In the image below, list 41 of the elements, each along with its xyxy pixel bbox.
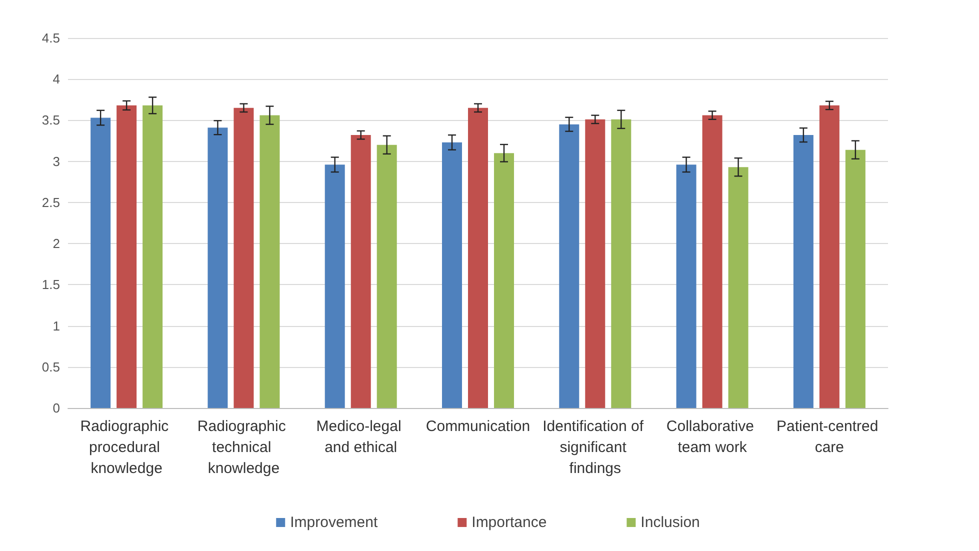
- x-tick-label: Patient-centred care: [776, 418, 882, 456]
- bar: [676, 164, 696, 408]
- bar: [142, 105, 163, 408]
- bar: [234, 108, 254, 408]
- x-tick-label: Identification of significant findings: [542, 418, 648, 477]
- bar: [793, 135, 814, 408]
- bar: [611, 119, 632, 408]
- bar: [116, 105, 137, 408]
- legend-label: Inclusion: [640, 514, 700, 531]
- x-tick-label: Collaborative team work: [666, 418, 758, 456]
- legend-label: Importance: [472, 514, 547, 531]
- y-tick-label: 2.5: [42, 194, 60, 210]
- x-tick-label: Radiographic procedural knowledge: [80, 418, 173, 477]
- bar: [90, 118, 111, 408]
- x-tick-label: Radiographic technical knowledge: [197, 418, 290, 477]
- y-tick-label: 4.5: [42, 30, 60, 46]
- bar: [559, 124, 580, 408]
- bar: [494, 153, 514, 408]
- bar: [468, 108, 488, 408]
- bar: [728, 167, 748, 408]
- y-tick-label: 3: [52, 154, 60, 169]
- y-tick-label: 2: [52, 236, 60, 252]
- bar: [324, 164, 345, 408]
- y-tick-label: 3.5: [42, 112, 60, 128]
- y-tick-label: 0.5: [42, 359, 60, 374]
- bar: [585, 119, 606, 408]
- bar: [260, 115, 280, 408]
- bar: [376, 144, 397, 408]
- bar: [845, 150, 866, 408]
- y-tick-label: 1.5: [42, 277, 60, 292]
- x-tick-label: Communication: [426, 418, 530, 435]
- y-tick-label: 4: [52, 72, 60, 87]
- bar: [702, 115, 722, 408]
- bar: [350, 135, 371, 408]
- bar: [819, 105, 840, 408]
- x-tick-label: Medico-legal and ethical: [316, 418, 406, 456]
- bar: [442, 142, 462, 408]
- y-tick-label: 0: [52, 400, 60, 416]
- y-tick-label: 1: [52, 318, 60, 334]
- legend-label: Improvement: [290, 514, 378, 531]
- bar: [208, 128, 228, 408]
